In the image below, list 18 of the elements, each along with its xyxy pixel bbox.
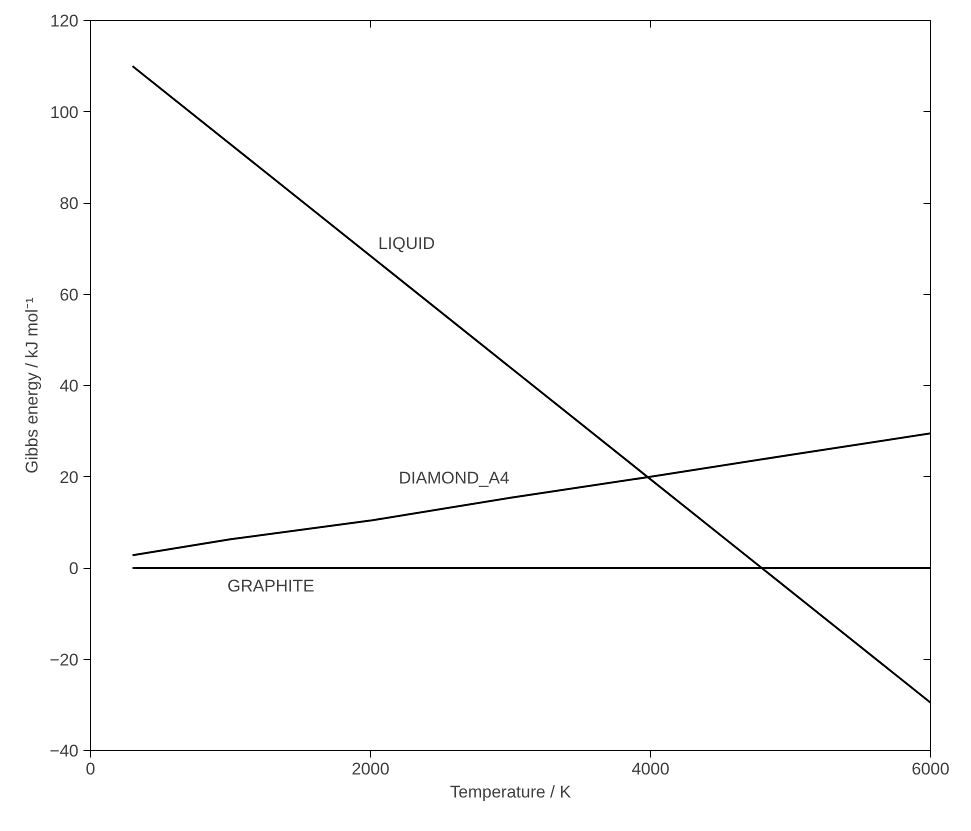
y-axis-title: Gibbs energy / kJ mol⁻¹ bbox=[22, 297, 42, 474]
y-tick-label: −40 bbox=[50, 742, 79, 760]
series-label: DIAMOND_A4 bbox=[398, 468, 510, 488]
x-tick-label: 4000 bbox=[632, 760, 670, 778]
y-tick-label: 60 bbox=[60, 285, 79, 304]
y-tick-label: −20 bbox=[50, 650, 79, 670]
x-axis-title: Temperature / K bbox=[450, 782, 572, 802]
y-tick-label: 0 bbox=[69, 559, 79, 578]
y-tick-label: 100 bbox=[50, 102, 79, 122]
x-tick-label: 6000 bbox=[912, 760, 950, 778]
series-label: LIQUID bbox=[378, 234, 435, 254]
y-tick-label: 40 bbox=[60, 376, 79, 396]
y-tick-label: 80 bbox=[60, 194, 79, 213]
series-label: GRAPHITE bbox=[227, 576, 314, 596]
x-tick-label: 0 bbox=[86, 760, 96, 778]
x-tick-label: 2000 bbox=[352, 760, 390, 778]
y-tick-label: 120 bbox=[50, 12, 79, 30]
y-tick-label: 20 bbox=[60, 468, 79, 487]
